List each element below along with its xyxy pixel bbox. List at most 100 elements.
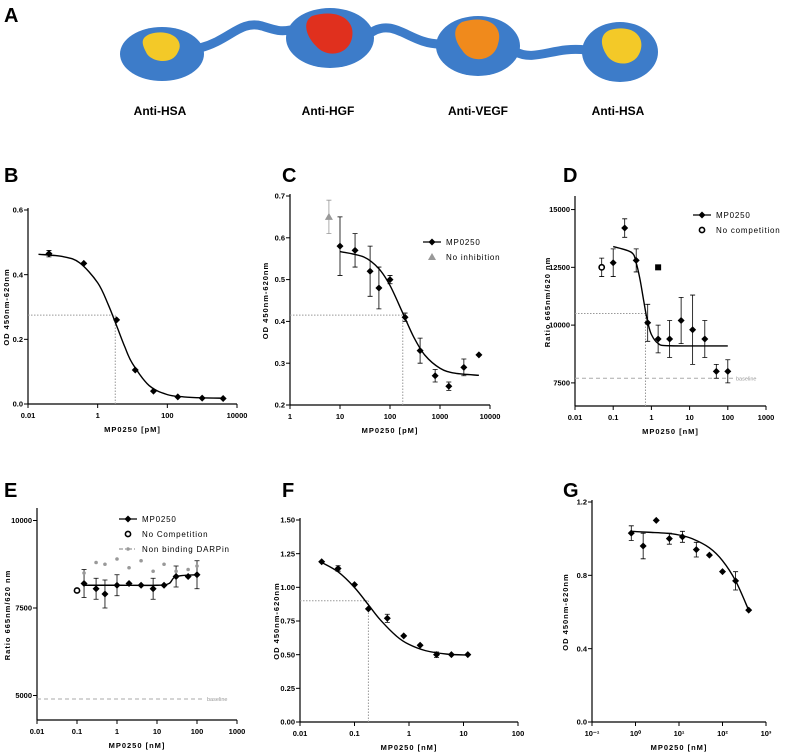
point — [652, 516, 660, 524]
point — [460, 363, 468, 371]
x-tick-label: 0.01 — [568, 413, 583, 422]
point — [475, 351, 483, 359]
x-tick-label: 0.1 — [608, 413, 618, 422]
point — [318, 558, 326, 566]
linker — [195, 20, 295, 53]
x-tick-label: 1000 — [758, 413, 775, 422]
y-tick-label: 12500 — [549, 263, 570, 272]
chart-panel: G 0.0 0.4 0.8 1.2 10⁻¹ 10⁰ 10¹ 10² 10³ MP0250 [nM]… — [561, 480, 772, 752]
panel-label: G — [563, 480, 579, 502]
fit-curve — [38, 253, 224, 399]
point — [375, 284, 383, 292]
baseline-label: baseline — [207, 697, 228, 703]
y-axis-title: OD 450nm-620nm — [2, 268, 11, 345]
point — [689, 326, 697, 334]
point — [364, 605, 372, 613]
linker — [367, 23, 445, 49]
y-tick-label: 0.0 — [577, 718, 587, 727]
y-tick-label: 15000 — [549, 205, 570, 214]
point — [336, 242, 344, 250]
point — [609, 259, 617, 267]
point — [139, 558, 143, 563]
point — [113, 581, 121, 589]
y-axis-title: OD 450nm-620nm — [561, 573, 570, 650]
x-tick-label: 0.1 — [349, 729, 359, 738]
point — [124, 530, 132, 538]
y-tick-label: 0.00 — [280, 718, 295, 727]
x-tick-label: 100 — [722, 413, 735, 422]
domain-label: Anti-HGF — [302, 104, 355, 118]
x-tick-label: 100 — [161, 411, 174, 420]
epitope-patch — [455, 19, 500, 60]
chart-panel: F 0.00 0.25 0.50 0.75 1.00 1.25 1.50 0.01 0.1 1 10 1… — [272, 480, 524, 752]
x-tick-label: 10000 — [480, 412, 501, 421]
legend-label: No competition — [716, 226, 781, 235]
panel-label: E — [4, 480, 17, 502]
point — [445, 382, 453, 390]
point — [82, 571, 86, 575]
x-tick-label: 100 — [191, 727, 204, 736]
point — [644, 319, 652, 327]
point — [665, 535, 673, 543]
y-tick-label: 0.8 — [577, 571, 587, 580]
point — [351, 246, 359, 254]
point — [698, 226, 706, 234]
point — [174, 569, 178, 574]
point — [632, 256, 640, 264]
point — [724, 367, 732, 375]
legend-label: No Competition — [142, 530, 208, 539]
point — [162, 562, 166, 567]
point — [431, 372, 439, 380]
epitope-patch — [306, 13, 353, 54]
x-tick-label: 10³ — [761, 729, 772, 738]
fit-curve — [631, 530, 750, 611]
linker — [511, 44, 591, 60]
point — [719, 568, 726, 576]
point — [416, 347, 424, 355]
legend-label: No inhibition — [446, 253, 500, 262]
point — [464, 651, 472, 659]
x-axis-title: MP0250 [nM] — [381, 743, 438, 752]
chart-panel: E 5000 7500 10000 0.01 0.1 1 10 100 1000 MP0250 [n… — [3, 480, 245, 750]
x-tick-label: 0.01 — [293, 729, 308, 738]
y-tick-label: 0.3 — [275, 359, 285, 368]
panel-a: A Anti-HSA Anti-HGF Anti-VEGF Anti-HSA — [4, 5, 658, 118]
y-tick-label: 1.50 — [280, 516, 295, 525]
x-tick-label: 100 — [384, 412, 397, 421]
fit-curve — [339, 250, 479, 377]
point — [621, 224, 629, 232]
point — [186, 567, 190, 572]
point — [45, 250, 53, 258]
x-tick-label: 10² — [717, 729, 728, 738]
point — [701, 335, 709, 343]
y-tick-label: 0.5 — [275, 275, 285, 284]
point — [400, 632, 408, 640]
x-tick-label: 10⁰ — [630, 729, 642, 738]
point — [447, 651, 455, 659]
x-tick-label: 100 — [512, 729, 525, 738]
y-tick-label: 1.25 — [280, 549, 295, 558]
point — [113, 316, 121, 324]
point — [115, 557, 119, 561]
x-tick-label: 10¹ — [674, 729, 685, 738]
fit-curve — [321, 561, 468, 656]
point — [184, 573, 192, 580]
y-tick-label: 5000 — [15, 691, 32, 700]
x-axis-title: MP0250 [pM] — [104, 425, 161, 434]
x-tick-label: 1000 — [229, 727, 246, 736]
legend-label: Non binding DARPin — [142, 545, 230, 554]
y-tick-label: 1.00 — [280, 583, 295, 592]
point — [80, 580, 88, 587]
point — [705, 551, 713, 559]
x-tick-label: 10 — [336, 412, 344, 421]
x-tick-label: 10 — [459, 729, 467, 738]
point — [428, 253, 436, 260]
chart-panel: B 0.0 0.2 0.4 0.6 0.01 1 100 10000 MP0250 [pM] OD … — [2, 165, 247, 434]
y-tick-label: 0.6 — [275, 233, 285, 242]
y-tick-label: 0.50 — [280, 650, 295, 659]
y-tick-label: 10000 — [549, 321, 570, 330]
domain-label: Anti-VEGF — [448, 104, 508, 118]
point — [383, 614, 391, 622]
y-tick-label: 0.2 — [275, 401, 285, 410]
epitope-patch — [601, 28, 642, 64]
